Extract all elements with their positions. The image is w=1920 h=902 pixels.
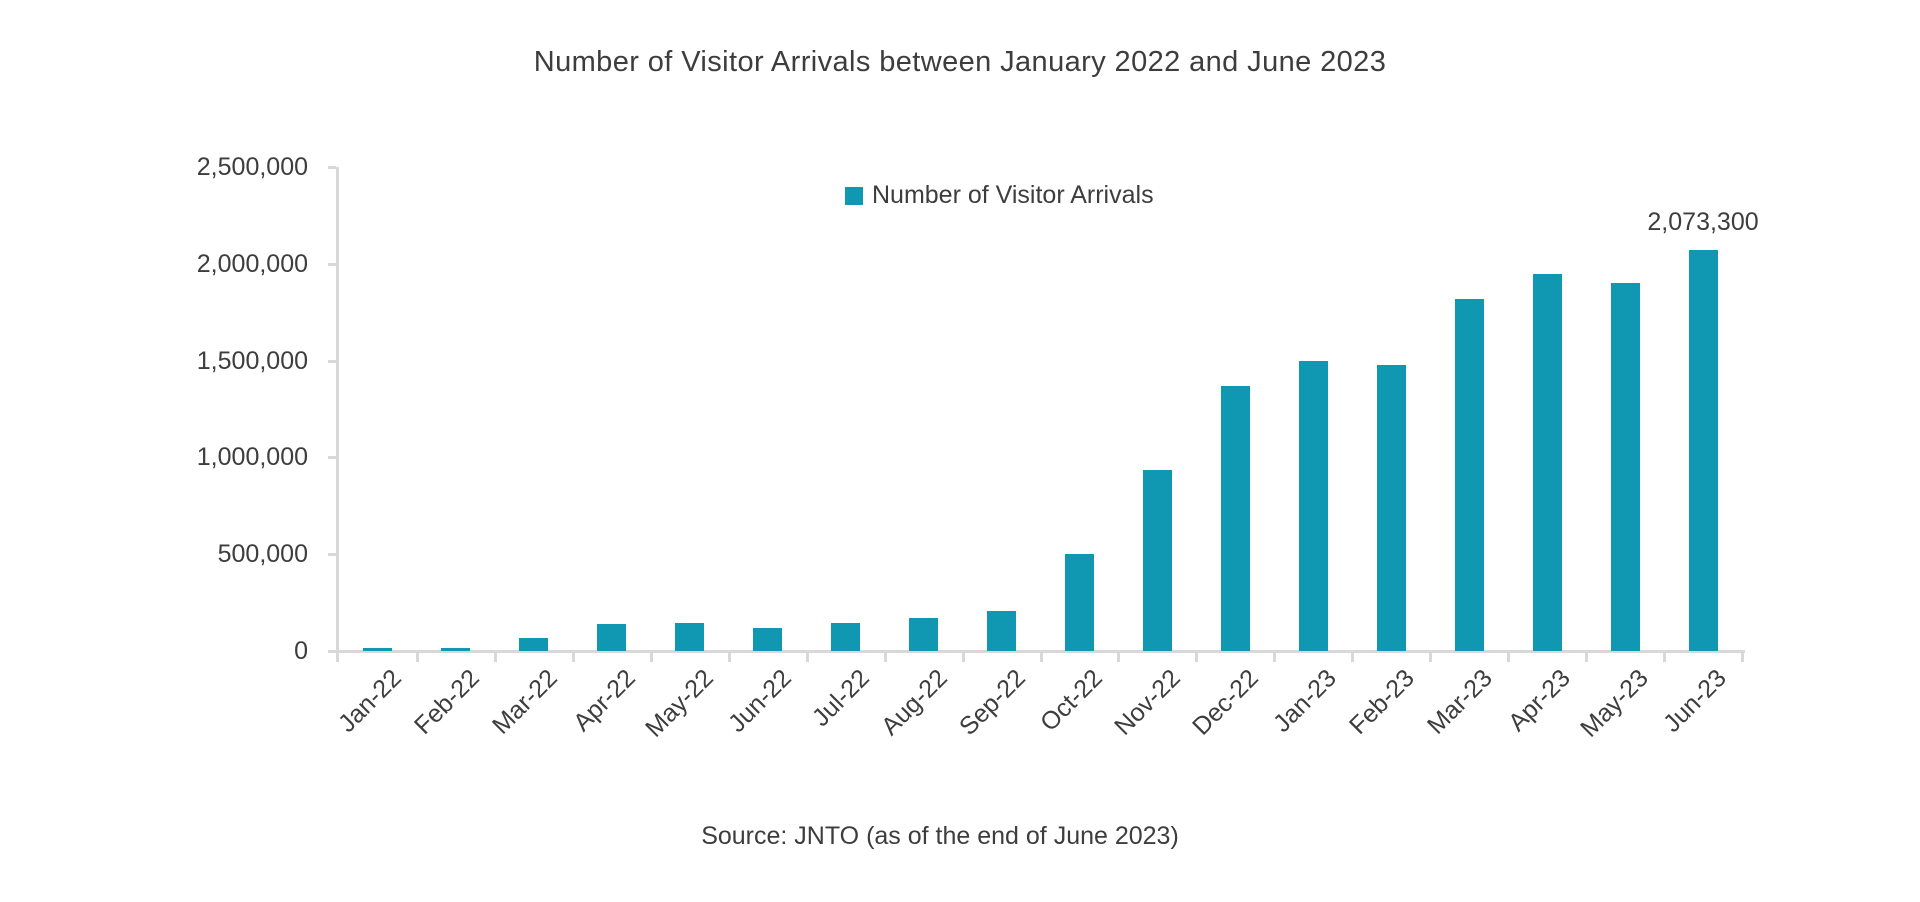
x-tick-label-nov-22: Nov-22 (1109, 664, 1187, 741)
y-tick-label-0: 0 (294, 637, 308, 665)
source-note: Source: JNTO (as of the end of June 2023… (701, 822, 1179, 850)
bar-jan-23 (1298, 361, 1328, 651)
bar-sep-22 (987, 611, 1017, 651)
x-tick (1429, 650, 1433, 662)
y-axis-line (336, 167, 339, 662)
bar-jun-22 (753, 627, 783, 651)
x-tick-label-may-22: May-22 (639, 664, 719, 743)
x-tick (961, 650, 965, 662)
x-tick-label-jan-23: Jan-23 (1268, 664, 1343, 738)
x-tick-label-jun-23: Jun-23 (1657, 664, 1732, 738)
x-tick-label-feb-23: Feb-23 (1344, 664, 1421, 740)
x-tick (649, 650, 653, 662)
bar-feb-23 (1376, 365, 1406, 651)
x-tick-label-jun-22: Jun-22 (722, 664, 797, 738)
y-tick-label-1000000: 1,000,000 (196, 443, 308, 472)
x-tick-label-dec-22: Dec-22 (1187, 664, 1265, 741)
x-tick (1507, 650, 1511, 662)
bar-apr-22 (597, 623, 627, 651)
bar-mar-23 (1454, 299, 1484, 651)
x-tick-label-apr-23: Apr-23 (1503, 664, 1576, 737)
x-tick-label-oct-22: Oct-22 (1035, 664, 1109, 737)
x-tick (805, 650, 809, 662)
y-tick (328, 456, 336, 460)
x-tick (493, 650, 497, 662)
jun-23-value-label: 2,073,300 (1647, 207, 1759, 236)
x-tick-label-may-23: May-23 (1575, 664, 1654, 743)
bar-jul-22 (831, 623, 861, 651)
y-tick (328, 650, 336, 653)
x-tick (1351, 650, 1355, 662)
x-tick-label-mar-23: Mar-23 (1422, 664, 1498, 740)
legend: Number of Visitor Arrivals (845, 181, 1154, 210)
bar-mar-22 (519, 638, 549, 651)
x-tick-label-jul-22: Jul-22 (806, 664, 875, 732)
x-tick (727, 650, 731, 662)
x-tick (1195, 650, 1199, 662)
x-tick-label-apr-22: Apr-22 (567, 664, 641, 737)
y-tick (328, 553, 336, 557)
y-tick-label-2000000: 2,000,000 (196, 249, 308, 278)
x-tick (1039, 650, 1043, 662)
bar-feb-22 (441, 647, 471, 651)
legend-marker-icon (845, 186, 863, 205)
y-tick (328, 359, 336, 363)
x-tick (1741, 650, 1744, 662)
x-tick-label-aug-22: Aug-22 (875, 664, 953, 741)
bar-nov-22 (1142, 470, 1172, 651)
y-tick (328, 262, 336, 266)
legend-label: Number of Visitor Arrivals (872, 181, 1154, 209)
x-tick-label-mar-22: Mar-22 (486, 664, 563, 740)
bar-aug-22 (909, 618, 939, 651)
y-tick-label-500000: 500,000 (217, 540, 308, 569)
x-tick-label-feb-22: Feb-22 (408, 664, 485, 740)
x-tick (883, 650, 887, 662)
bar-may-23 (1610, 283, 1640, 651)
y-tick-label-2500000: 2,500,000 (196, 153, 308, 181)
bar-dec-22 (1220, 385, 1250, 651)
bar-jun-23 (1688, 249, 1718, 651)
y-tick (328, 166, 336, 169)
x-tick (1663, 650, 1667, 662)
x-tick (571, 650, 575, 662)
x-tick-label-sep-22: Sep-22 (953, 664, 1031, 741)
x-tick-label-jan-22: Jan-22 (332, 664, 407, 738)
x-tick (415, 650, 419, 662)
bar-apr-23 (1532, 273, 1562, 651)
bar-jan-22 (363, 647, 393, 651)
x-tick (1585, 650, 1589, 662)
x-tick (1273, 650, 1277, 662)
y-tick-label-1500000: 1,500,000 (196, 346, 308, 375)
chart-title: Number of Visitor Arrivals between Janua… (533, 46, 1387, 78)
bar-oct-22 (1064, 554, 1094, 651)
bar-may-22 (675, 622, 705, 651)
x-tick (1117, 650, 1121, 662)
